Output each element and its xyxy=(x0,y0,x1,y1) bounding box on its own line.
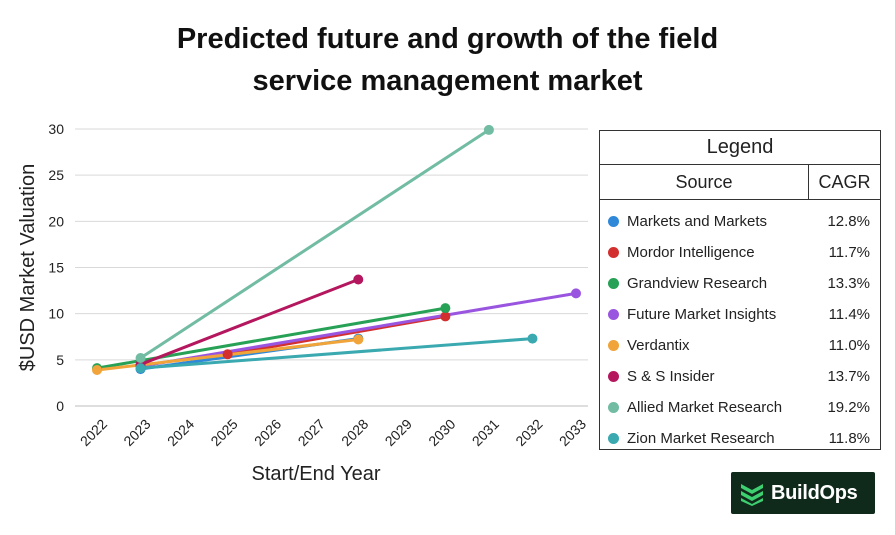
legend-dot-icon xyxy=(608,402,619,413)
series-line xyxy=(139,291,578,368)
legend-cagr-value: 19.2% xyxy=(827,399,870,416)
legend-source-header: Source xyxy=(600,165,809,199)
legend-dot-icon xyxy=(608,433,619,444)
chart-title-line-1: Predicted future and growth of the field xyxy=(176,23,719,55)
legend-row: Markets and Markets 12.8% xyxy=(600,206,880,237)
chart-title-line-2: service management market xyxy=(252,65,643,97)
legend-cagr-value: 11.4% xyxy=(828,306,870,323)
buildops-logo: BuildOps xyxy=(731,472,875,514)
data-point xyxy=(92,364,102,375)
data-point xyxy=(353,274,364,285)
data-point xyxy=(483,124,494,135)
legend-cagr-value: 13.3% xyxy=(827,275,870,292)
legend-dot-icon xyxy=(608,247,619,258)
legend-row: Allied Market Research 19.2% xyxy=(600,392,880,423)
y-tick-label: 15 xyxy=(48,260,64,276)
legend-row: Mordor Intelligence 11.7% xyxy=(600,237,880,268)
y-tick-label: 0 xyxy=(56,398,64,414)
x-tick-label: 2022 xyxy=(77,416,110,449)
legend-dot-icon xyxy=(608,309,619,320)
legend-row: Verdantix 11.0% xyxy=(600,330,880,361)
data-point xyxy=(135,363,146,374)
data-point xyxy=(222,349,233,360)
legend-dot-icon xyxy=(608,340,619,351)
legend-row: Zion Market Research 11.8% xyxy=(600,423,880,454)
legend-dot-icon xyxy=(608,216,619,227)
y-tick-label: 20 xyxy=(48,213,64,229)
x-tick-label: 2025 xyxy=(207,416,240,449)
chart-title: Predicted future and growth of the field… xyxy=(0,18,895,102)
x-tick-label: 2033 xyxy=(556,416,589,449)
data-point xyxy=(440,311,451,322)
y-tick-label: 5 xyxy=(56,352,64,368)
series-line xyxy=(139,278,360,366)
x-tick-label: 2029 xyxy=(382,416,415,449)
legend-cagr-value: 11.7% xyxy=(828,244,870,261)
buildops-logo-icon xyxy=(741,484,763,506)
legend-source-name: Future Market Insights xyxy=(627,306,777,323)
data-point xyxy=(353,334,364,345)
x-tick-label: 2032 xyxy=(512,416,545,449)
x-tick-label: 2031 xyxy=(469,416,502,449)
legend-cagr-value: 11.0% xyxy=(828,337,870,354)
data-point xyxy=(135,352,146,363)
data-point xyxy=(571,288,581,299)
legend-column-headers: Source CAGR xyxy=(600,165,880,200)
legend-heading: Legend xyxy=(600,131,880,165)
buildops-logo-text: BuildOps xyxy=(771,481,858,504)
legend-table: Legend Source CAGR Markets and Markets 12… xyxy=(599,130,881,450)
legend-row: Grandview Research 13.3% xyxy=(600,268,880,299)
x-tick-label: 2028 xyxy=(338,416,371,449)
y-axis-title: $USD Market Valuation xyxy=(17,164,39,372)
y-tick-label: 30 xyxy=(48,121,64,137)
legend-source-name: Zion Market Research xyxy=(627,430,775,447)
legend-cagr-header: CAGR xyxy=(818,172,871,192)
legend-source-name: Mordor Intelligence xyxy=(627,244,755,261)
series-line xyxy=(139,337,534,370)
legend-source-name: Verdantix xyxy=(627,337,690,354)
y-tick-label: 25 xyxy=(48,167,64,183)
legend-cagr-value: 11.8% xyxy=(828,430,870,447)
data-point xyxy=(440,303,451,314)
legend-row: S & S Insider 13.7% xyxy=(600,361,880,392)
x-tick-label: 2024 xyxy=(164,416,197,449)
legend-rows: Markets and Markets 12.8% Mordor Intellige… xyxy=(600,200,880,454)
legend-row: Future Market Insights 11.4% xyxy=(600,299,880,330)
legend-cagr-value: 12.8% xyxy=(827,213,870,230)
x-axis-title: Start/End Year xyxy=(252,463,381,485)
x-tick-label: 2027 xyxy=(295,416,328,449)
legend-dot-icon xyxy=(608,371,619,382)
legend-source-name: Grandview Research xyxy=(627,275,768,292)
data-point xyxy=(527,333,538,344)
legend-dot-icon xyxy=(608,278,619,289)
series-line xyxy=(139,128,491,360)
legend-cagr-value: 13.7% xyxy=(827,368,870,385)
legend-source-name: S & S Insider xyxy=(627,368,715,385)
legend-source-name: Allied Market Research xyxy=(627,399,783,416)
x-tick-label: 2026 xyxy=(251,416,284,449)
legend-source-name: Markets and Markets xyxy=(627,213,768,230)
y-tick-label: 10 xyxy=(48,306,64,322)
x-tick-label: 2030 xyxy=(425,416,458,449)
x-tick-label: 2023 xyxy=(120,416,153,449)
